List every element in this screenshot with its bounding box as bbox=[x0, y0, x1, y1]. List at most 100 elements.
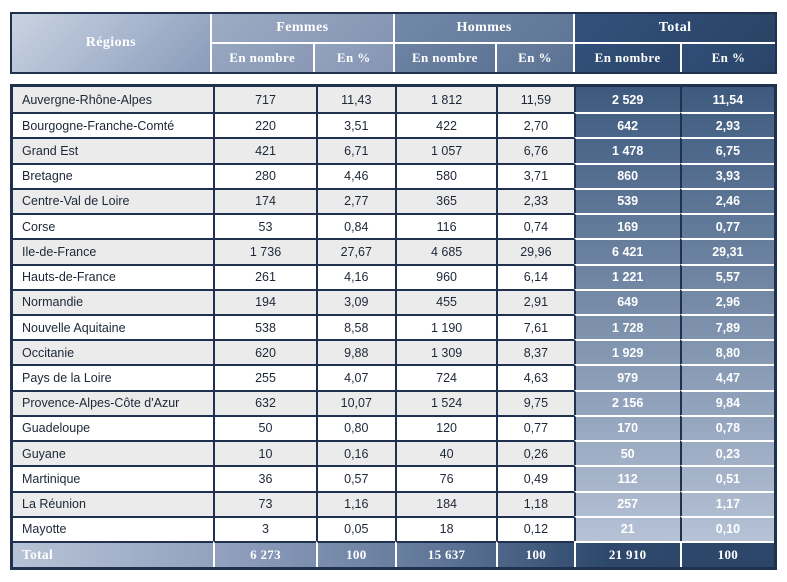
column-subheader-hommes-count: En nombre bbox=[395, 44, 495, 72]
hommes-count-cell: 1 524 bbox=[395, 390, 496, 415]
hommes-percent-cell: 0,12 bbox=[496, 516, 573, 541]
hommes-count-cell: 116 bbox=[395, 213, 496, 238]
total-count-cell: 2 529 bbox=[574, 87, 680, 112]
region-name-cell: La Réunion bbox=[13, 491, 213, 516]
table-header: Régions Femmes Hommes Total En nombre En… bbox=[10, 12, 777, 74]
total-count-cell: 1 221 bbox=[574, 264, 680, 289]
femmes-count-cell: 220 bbox=[213, 112, 315, 137]
total-percent-cell: 1,17 bbox=[680, 491, 774, 516]
column-subheader-femmes-percent: En % bbox=[315, 44, 393, 72]
total-percent-cell: 2,46 bbox=[680, 188, 774, 213]
hommes-percent-cell: 0,74 bbox=[496, 213, 573, 238]
femmes-count-cell: 10 bbox=[213, 440, 315, 465]
total-count-cell: 642 bbox=[574, 112, 680, 137]
hommes-percent-cell: 7,61 bbox=[496, 314, 573, 339]
column-header-regions: Régions bbox=[12, 14, 210, 72]
total-percent-cell: 0,78 bbox=[680, 415, 774, 440]
total-percent-cell: 0,51 bbox=[680, 465, 774, 490]
total-percent-cell: 5,57 bbox=[680, 264, 774, 289]
femmes-count-cell: 50 bbox=[213, 415, 315, 440]
femmes-count-cell: 194 bbox=[213, 289, 315, 314]
femmes-count-cell: 174 bbox=[213, 188, 315, 213]
region-name-cell: Normandie bbox=[13, 289, 213, 314]
femmes-percent-cell: 0,80 bbox=[316, 415, 395, 440]
femmes-percent-cell: 1,16 bbox=[316, 491, 395, 516]
total-percent-cell: 9,84 bbox=[680, 390, 774, 415]
total-count-cell: 649 bbox=[574, 289, 680, 314]
hommes-count-cell: 455 bbox=[395, 289, 496, 314]
hommes-count-cell: 1 057 bbox=[395, 137, 496, 162]
hommes-percent-cell: 0,26 bbox=[496, 440, 573, 465]
hommes-count-cell: 18 bbox=[395, 516, 496, 541]
total-percent-cell: 7,89 bbox=[680, 314, 774, 339]
region-name-cell: Pays de la Loire bbox=[13, 364, 213, 389]
total-count-cell: 2 156 bbox=[574, 390, 680, 415]
hommes-percent-cell: 1,18 bbox=[496, 491, 573, 516]
total-count-cell: 1 728 bbox=[574, 314, 680, 339]
femmes-count-cell: 255 bbox=[213, 364, 315, 389]
femmes-count-cell: 3 bbox=[213, 516, 315, 541]
total-hommes-count-cell: 15 637 bbox=[395, 541, 496, 567]
column-group-total: Total bbox=[575, 14, 775, 42]
hommes-count-cell: 120 bbox=[395, 415, 496, 440]
region-name-cell: Bourgogne-Franche-Comté bbox=[13, 112, 213, 137]
femmes-percent-cell: 4,07 bbox=[316, 364, 395, 389]
total-total-percent-cell: 100 bbox=[680, 541, 774, 567]
page: Régions Femmes Hommes Total En nombre En… bbox=[0, 0, 787, 582]
region-name-cell: Occitanie bbox=[13, 339, 213, 364]
femmes-percent-cell: 8,58 bbox=[316, 314, 395, 339]
data-table: Auvergne-Rhône-Alpes 717 11,43 1 812 11,… bbox=[10, 84, 777, 570]
femmes-count-cell: 620 bbox=[213, 339, 315, 364]
region-name-cell: Hauts-de-France bbox=[13, 264, 213, 289]
region-name-cell: Guadeloupe bbox=[13, 415, 213, 440]
femmes-count-cell: 632 bbox=[213, 390, 315, 415]
femmes-percent-cell: 0,16 bbox=[316, 440, 395, 465]
region-name-cell: Ile-de-France bbox=[13, 238, 213, 263]
region-name-cell: Grand Est bbox=[13, 137, 213, 162]
hommes-percent-cell: 2,70 bbox=[496, 112, 573, 137]
region-name-cell: Guyane bbox=[13, 440, 213, 465]
hommes-percent-cell: 6,14 bbox=[496, 264, 573, 289]
table-rows: Auvergne-Rhône-Alpes 717 11,43 1 812 11,… bbox=[13, 87, 774, 541]
region-name-cell: Provence-Alpes-Côte d'Azur bbox=[13, 390, 213, 415]
hommes-count-cell: 4 685 bbox=[395, 238, 496, 263]
total-percent-cell: 11,54 bbox=[680, 87, 774, 112]
femmes-percent-cell: 0,05 bbox=[316, 516, 395, 541]
total-count-cell: 170 bbox=[574, 415, 680, 440]
region-name-cell: Mayotte bbox=[13, 516, 213, 541]
total-femmes-percent-cell: 100 bbox=[316, 541, 395, 567]
total-percent-cell: 3,93 bbox=[680, 163, 774, 188]
hommes-percent-cell: 3,71 bbox=[496, 163, 573, 188]
hommes-count-cell: 422 bbox=[395, 112, 496, 137]
total-row: Total 6 273 100 15 637 100 21 910 100 bbox=[13, 541, 774, 567]
femmes-count-cell: 421 bbox=[213, 137, 315, 162]
total-count-cell: 50 bbox=[574, 440, 680, 465]
femmes-count-cell: 261 bbox=[213, 264, 315, 289]
total-count-cell: 539 bbox=[574, 188, 680, 213]
region-name-cell: Nouvelle Aquitaine bbox=[13, 314, 213, 339]
total-count-cell: 257 bbox=[574, 491, 680, 516]
hommes-count-cell: 1 812 bbox=[395, 87, 496, 112]
hommes-percent-cell: 0,49 bbox=[496, 465, 573, 490]
total-count-cell: 979 bbox=[574, 364, 680, 389]
femmes-count-cell: 1 736 bbox=[213, 238, 315, 263]
femmes-percent-cell: 9,88 bbox=[316, 339, 395, 364]
total-percent-cell: 2,96 bbox=[680, 289, 774, 314]
column-subheader-total-percent: En % bbox=[682, 44, 775, 72]
hommes-percent-cell: 6,76 bbox=[496, 137, 573, 162]
femmes-percent-cell: 3,51 bbox=[316, 112, 395, 137]
hommes-percent-cell: 9,75 bbox=[496, 390, 573, 415]
column-subheader-hommes-percent: En % bbox=[497, 44, 573, 72]
region-name-cell: Bretagne bbox=[13, 163, 213, 188]
column-group-hommes: Hommes bbox=[395, 14, 573, 42]
total-row-label: Total bbox=[13, 541, 213, 567]
femmes-count-cell: 36 bbox=[213, 465, 315, 490]
femmes-percent-cell: 0,84 bbox=[316, 213, 395, 238]
hommes-count-cell: 960 bbox=[395, 264, 496, 289]
hommes-count-cell: 1 190 bbox=[395, 314, 496, 339]
total-percent-cell: 0,77 bbox=[680, 213, 774, 238]
femmes-count-cell: 73 bbox=[213, 491, 315, 516]
total-count-cell: 169 bbox=[574, 213, 680, 238]
total-count-cell: 1 478 bbox=[574, 137, 680, 162]
femmes-count-cell: 717 bbox=[213, 87, 315, 112]
